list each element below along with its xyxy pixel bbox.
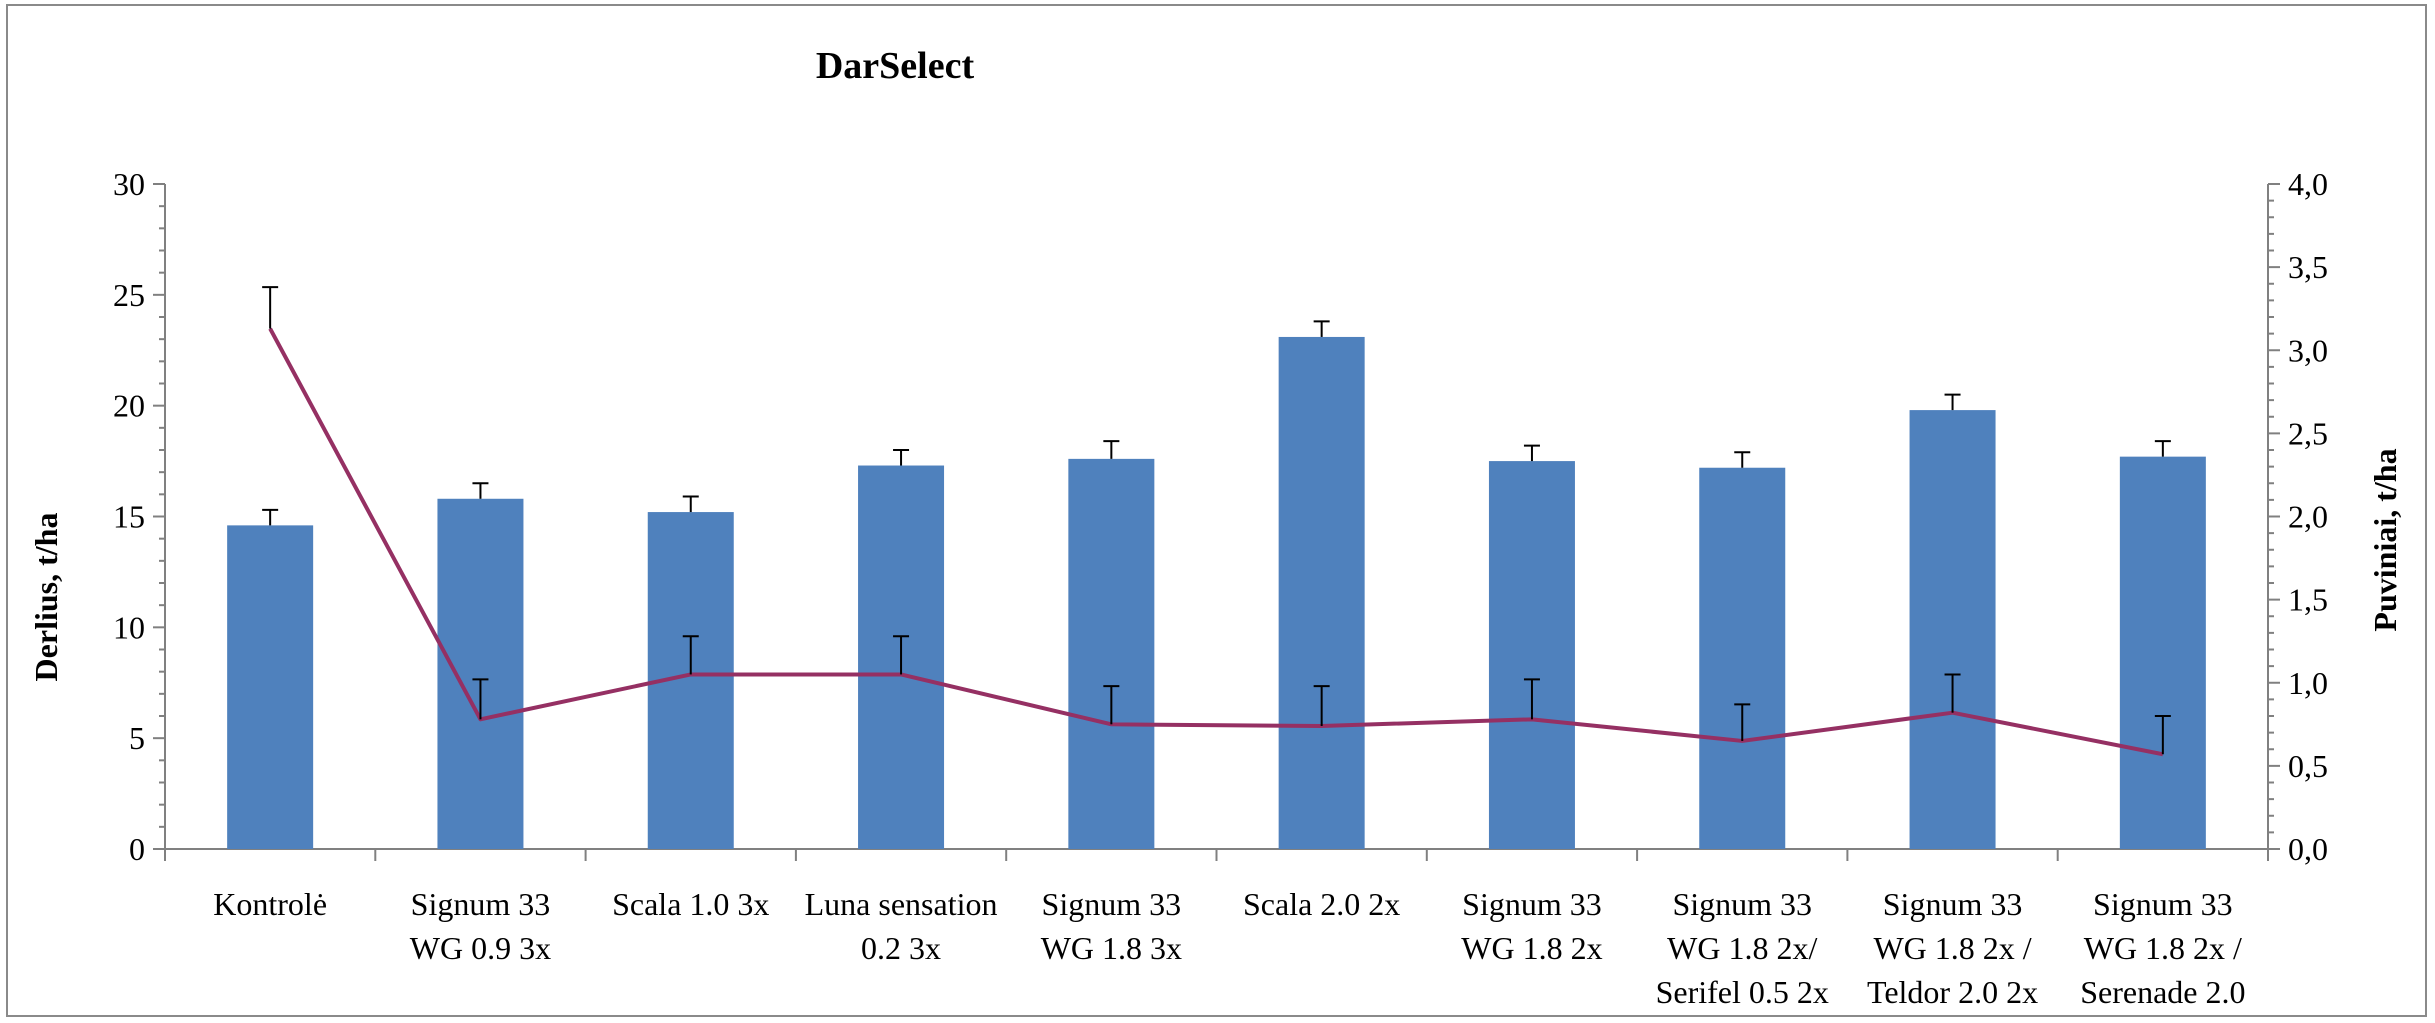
category-label-line: Signum 33 xyxy=(1883,886,2023,922)
bar xyxy=(2119,456,2206,849)
left-y-axis: 0 5 10 15 20 25 30 xyxy=(113,166,166,867)
right-tick-label: 0,5 xyxy=(2288,748,2328,784)
left-tick-label: 25 xyxy=(113,277,145,313)
category-label-line: Serifel 0.5 2x xyxy=(1656,974,1829,1010)
category-label: Scala 2.0 2x xyxy=(1243,886,1400,922)
right-tick-label: 4,0 xyxy=(2288,166,2328,202)
bar xyxy=(1699,467,1786,849)
category-label: Luna sensation 0.2 3x xyxy=(805,886,998,966)
category-label: Signum 33 WG 1.8 3x xyxy=(1041,886,1182,966)
category-label-line: Signum 33 xyxy=(1672,886,1812,922)
right-tick-label: 2,5 xyxy=(2288,415,2328,451)
left-tick-label: 20 xyxy=(113,388,145,424)
x-axis xyxy=(164,848,2269,861)
category-label-line: Teldor 2.0 2x xyxy=(1867,974,2038,1010)
bar xyxy=(1488,461,1575,849)
category-label-line: Kontrolė xyxy=(213,886,327,922)
category-label-line: Serenade 2.0 xyxy=(2080,974,2245,1010)
category-label: Signum 33 WG 0.9 3x xyxy=(410,886,551,966)
bar xyxy=(1278,336,1365,849)
line-series xyxy=(268,327,2164,757)
category-label-line: Scala 1.0 3x xyxy=(612,886,769,922)
category-label-line: Signum 33 xyxy=(411,886,551,922)
category-labels: Kontrolė Signum 33 WG 0.9 3x Scala 1.0 3x Lu… xyxy=(213,886,2245,1010)
category-label: Kontrolė xyxy=(213,886,327,922)
category-label: Signum 33 WG 1.8 2x / Serenade 2.0 xyxy=(2080,886,2245,1010)
category-label-line: Signum 33 xyxy=(1042,886,1182,922)
category-label-line: Signum 33 xyxy=(2093,886,2233,922)
category-label: Signum 33 WG 1.8 2x / Teldor 2.0 2x xyxy=(1867,886,2038,1010)
category-label-line: WG 1.8 2x / xyxy=(1873,930,2031,966)
left-tick-label: 5 xyxy=(129,720,145,756)
right-tick-label: 0,0 xyxy=(2288,831,2328,867)
bar xyxy=(227,525,314,849)
left-tick-label: 15 xyxy=(113,499,145,535)
line-error-bars xyxy=(262,286,2171,755)
category-label-line: 0.2 3x xyxy=(861,930,941,966)
bar xyxy=(1909,410,1996,849)
right-tick-label: 3,5 xyxy=(2288,249,2328,285)
category-label-line: WG 1.8 2x / xyxy=(2084,930,2242,966)
right-tick-label: 1,0 xyxy=(2288,665,2328,701)
series-line xyxy=(268,327,2164,757)
category-label: Signum 33 WG 1.8 2x/Serifel 0.5 2x xyxy=(1656,886,1829,1010)
chart-title: DarSelect xyxy=(816,45,975,87)
category-label: Signum 33 WG 1.8 2x xyxy=(1461,886,1602,966)
left-tick-label: 0 xyxy=(129,831,145,867)
left-tick-label: 30 xyxy=(113,166,145,202)
category-label-line: Scala 2.0 2x xyxy=(1243,886,1400,922)
right-y-axis: 0,0 0,5 1,0 1,5 2,0 2,5 3,0 3,5 4,0 xyxy=(2267,166,2328,867)
category-label-line: WG 1.8 2x/ xyxy=(1667,930,1817,966)
category-label-line: Signum 33 xyxy=(1462,886,1602,922)
right-tick-label: 1,5 xyxy=(2288,582,2328,618)
category-label: Scala 1.0 3x xyxy=(612,886,769,922)
category-label-line: WG 1.8 3x xyxy=(1041,930,1182,966)
right-axis-title: Puviniai, t/ha xyxy=(2367,448,2403,631)
bar xyxy=(1068,458,1155,849)
right-tick-label: 2,0 xyxy=(2288,499,2328,535)
category-label-line: WG 1.8 2x xyxy=(1461,930,1602,966)
right-tick-label: 3,0 xyxy=(2288,332,2328,368)
left-tick-label: 10 xyxy=(113,609,145,645)
category-label-line: Luna sensation xyxy=(805,886,998,922)
left-axis-title: Derlius, t/ha xyxy=(28,513,64,682)
bar-series xyxy=(227,336,2206,849)
category-label-line: WG 0.9 3x xyxy=(410,930,551,966)
bar xyxy=(437,498,524,849)
bar-error-bars xyxy=(262,320,2171,526)
